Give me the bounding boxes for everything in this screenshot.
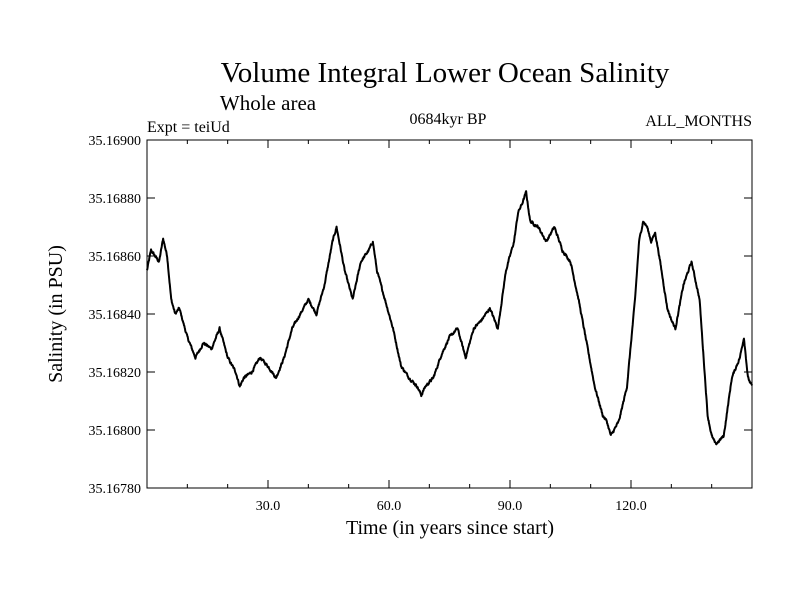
period-label: 0684kyr BP — [410, 111, 487, 128]
months-label: ALL_MONTHS — [645, 113, 752, 130]
y-tick-label: 35.16880 — [89, 192, 142, 207]
x-axis-ticks: 30.0 60.0 90.0 120.0 — [186, 140, 713, 514]
y-tick-label: 35.16820 — [89, 366, 142, 381]
y-axis-label: Salinity (in PSU) — [45, 245, 67, 383]
x-tick-label: 120.0 — [615, 499, 647, 514]
y-tick-label: 35.16780 — [89, 482, 142, 497]
y-tick-label: 35.16800 — [89, 424, 142, 439]
y-tick-label: 35.16860 — [89, 250, 142, 265]
x-axis-label: Time (in years since start) — [346, 517, 554, 539]
experiment-label: Expt = teiUd — [147, 119, 230, 136]
salinity-series-line — [146, 190, 753, 446]
y-tick-label: 35.16840 — [89, 308, 142, 323]
chart-title: Volume Integral Lower Ocean Salinity — [221, 57, 670, 89]
x-tick-label: 30.0 — [256, 499, 281, 514]
chart-subtitle: Whole area — [220, 91, 317, 115]
y-tick-label: 35.16900 — [89, 134, 142, 149]
y-axis-ticks: 35.16780 35.16800 35.16820 35.16840 35.16860… — [89, 134, 752, 497]
x-tick-label: 90.0 — [498, 499, 523, 514]
x-tick-label: 60.0 — [377, 499, 402, 514]
plot-frame — [146, 139, 753, 489]
